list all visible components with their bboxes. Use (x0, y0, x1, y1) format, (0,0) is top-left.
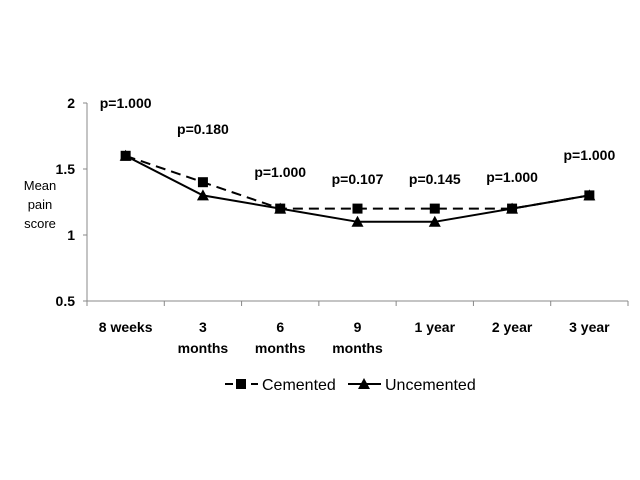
y-tick-label: 1.5 (56, 161, 76, 177)
data-point-cemented (429, 203, 440, 214)
data-point-cemented (120, 150, 131, 161)
data-point-cemented (197, 177, 208, 188)
legend-marker-cemented (236, 379, 246, 389)
x-tick-label: 9 (354, 319, 362, 335)
data-point-cemented (507, 203, 518, 214)
x-tick-label: 2 year (492, 319, 533, 335)
x-tick-label: 3 (199, 319, 207, 335)
y-axis-label: score (24, 216, 56, 231)
p-value-annotation: p=1.000 (563, 147, 615, 163)
data-point-uncemented (196, 189, 209, 201)
data-point-uncemented (351, 215, 364, 227)
data-point-cemented (275, 203, 286, 214)
y-axis-label: pain (28, 197, 53, 212)
x-tick-label: 8 weeks (99, 319, 153, 335)
y-axis-label: Mean (24, 178, 57, 193)
p-value-annotation: p=0.180 (177, 121, 229, 137)
data-point-cemented (352, 203, 363, 214)
x-tick-label: months (255, 340, 306, 356)
p-value-annotation: p=0.107 (332, 171, 384, 187)
y-tick-label: 0.5 (56, 293, 76, 309)
legend-marker-uncemented (358, 378, 370, 389)
x-tick-label: 3 year (569, 319, 610, 335)
data-point-uncemented (428, 215, 441, 227)
x-tick-label: 1 year (415, 319, 456, 335)
data-point-cemented (584, 190, 595, 201)
y-tick-label: 2 (67, 95, 75, 111)
p-value-annotation: p=0.145 (409, 171, 461, 187)
y-tick-label: 1 (67, 227, 75, 243)
legend-label-cemented: Cemented (262, 377, 336, 394)
x-tick-label: months (178, 340, 229, 356)
p-value-annotation: p=1.000 (100, 95, 152, 111)
x-tick-label: months (332, 340, 383, 356)
p-value-annotation: p=1.000 (486, 169, 538, 185)
x-tick-label: 6 (276, 319, 284, 335)
p-value-annotation: p=1.000 (254, 164, 306, 180)
legend-label-uncemented: Uncemented (385, 377, 476, 394)
